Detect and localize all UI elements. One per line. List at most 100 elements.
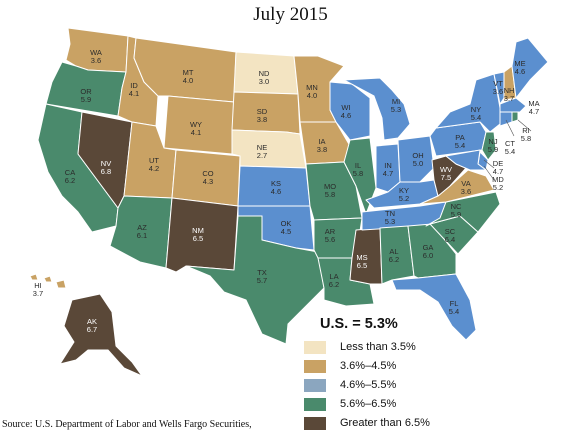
state-label-CA: CA6.2 [65, 168, 75, 185]
state-label-AK: AK6.7 [87, 317, 97, 334]
svg-text:6.2: 6.2 [65, 176, 75, 185]
svg-text:5.4: 5.4 [505, 147, 515, 156]
svg-text:5.9: 5.9 [451, 210, 461, 219]
svg-text:5.2: 5.2 [399, 194, 409, 203]
svg-text:5.8: 5.8 [521, 134, 531, 143]
state-label-OH: OH5.0 [412, 151, 423, 168]
state-CT[interactable] [499, 111, 513, 127]
state-label-OK: OK4.5 [281, 219, 292, 236]
map-title: July 2015 [253, 4, 328, 25]
state-FL[interactable] [391, 273, 477, 341]
svg-text:2.7: 2.7 [257, 151, 267, 160]
state-RI[interactable] [511, 111, 519, 123]
state-AK[interactable] [59, 293, 143, 377]
svg-text:OR: OR [80, 87, 92, 96]
svg-text:4.6: 4.6 [271, 187, 281, 196]
state-label-MD: MD5.2 [492, 175, 504, 192]
legend-item: 3.6%–4.5% [304, 359, 396, 373]
state-label-IA: IA3.8 [317, 137, 327, 154]
legend-label: Greater than 6.5% [340, 417, 430, 429]
state-MI[interactable] [343, 77, 411, 141]
svg-text:5.3: 5.3 [391, 105, 401, 114]
svg-text:4.2: 4.2 [149, 164, 159, 173]
state-label-IL: IL5.8 [353, 161, 363, 178]
state-label-MN: MN4.0 [306, 83, 318, 100]
state-NC[interactable] [425, 191, 501, 233]
state-label-TN: TN5.3 [385, 209, 395, 226]
state-AL[interactable] [379, 225, 415, 285]
svg-text:3.6: 3.6 [91, 56, 101, 65]
state-label-AL: AL6.2 [389, 247, 399, 264]
state-label-MO: MO5.8 [324, 182, 336, 199]
svg-text:4.1: 4.1 [129, 89, 139, 98]
legend-item: 5.6%–6.5% [304, 397, 396, 411]
svg-text:5.6: 5.6 [325, 235, 335, 244]
legend-label: 5.6%–6.5% [340, 398, 397, 410]
svg-text:3.6: 3.6 [461, 187, 471, 196]
svg-text:3.7: 3.7 [504, 94, 514, 103]
leader-line-DE [483, 159, 495, 169]
state-label-SC: SC6.4 [445, 227, 456, 244]
state-MD[interactable] [445, 149, 487, 171]
state-label-AR: AR5.6 [325, 227, 336, 244]
svg-text:VA: VA [461, 179, 470, 188]
state-MA[interactable] [499, 97, 527, 113]
svg-text:KS: KS [271, 179, 281, 188]
svg-text:CO: CO [202, 169, 213, 178]
legend-item: Greater than 6.5% [304, 416, 430, 430]
svg-text:AZ: AZ [137, 223, 147, 232]
svg-text:VT: VT [493, 79, 503, 88]
svg-text:UT: UT [149, 156, 159, 165]
state-label-GA: GA6.0 [423, 243, 434, 260]
state-label-RI: RI5.8 [521, 126, 531, 143]
svg-text:HI: HI [34, 281, 42, 290]
svg-text:NC: NC [451, 202, 462, 211]
svg-text:TX: TX [257, 268, 267, 277]
state-OH[interactable] [397, 135, 435, 183]
svg-text:PA: PA [455, 133, 464, 142]
svg-text:6.2: 6.2 [389, 255, 399, 264]
svg-text:3.6: 3.6 [493, 87, 503, 96]
svg-text:4.7: 4.7 [383, 169, 393, 178]
svg-text:5.2: 5.2 [493, 183, 503, 192]
svg-text:KY: KY [399, 186, 409, 195]
leader-line-CT [505, 119, 515, 137]
svg-text:3.7: 3.7 [33, 289, 43, 298]
state-label-MA: MA4.7 [528, 99, 539, 116]
svg-text:MO: MO [324, 182, 336, 191]
svg-text:6.7: 6.7 [87, 325, 97, 334]
svg-text:ID: ID [130, 81, 138, 90]
state-label-DE: DE4.7 [493, 159, 503, 176]
state-NJ[interactable] [481, 131, 497, 161]
state-label-NY: NY5.4 [471, 105, 481, 122]
state-label-TX: TX5.7 [257, 268, 267, 285]
state-NE[interactable] [231, 129, 307, 169]
state-label-MI: MI5.3 [391, 97, 401, 114]
svg-text:6.5: 6.5 [357, 261, 367, 270]
svg-text:4.7: 4.7 [529, 107, 539, 116]
svg-text:NH: NH [504, 86, 515, 95]
svg-text:SD: SD [257, 107, 268, 116]
svg-text:OK: OK [281, 219, 292, 228]
state-TX[interactable] [185, 215, 325, 345]
svg-text:GA: GA [423, 243, 434, 252]
state-NY[interactable] [435, 73, 501, 133]
state-label-FL: FL5.4 [449, 299, 459, 316]
svg-text:5.9: 5.9 [81, 95, 91, 104]
svg-text:CT: CT [505, 139, 515, 148]
svg-text:TN: TN [385, 209, 395, 218]
state-label-MS: MS6.5 [356, 253, 367, 270]
svg-text:LA: LA [329, 272, 338, 281]
state-label-ID: ID4.1 [129, 81, 139, 98]
state-label-NM: NM6.5 [192, 226, 204, 243]
state-label-NH: NH3.7 [504, 86, 515, 103]
svg-text:WI: WI [341, 103, 350, 112]
state-label-NE: NE2.7 [257, 143, 267, 160]
legend-swatch [304, 397, 326, 411]
state-label-WV: WV7.5 [440, 165, 452, 182]
state-label-ME: ME4.6 [514, 59, 525, 76]
state-HI[interactable] [29, 273, 67, 289]
svg-text:MD: MD [492, 175, 504, 184]
leader-line-RI [517, 119, 532, 132]
